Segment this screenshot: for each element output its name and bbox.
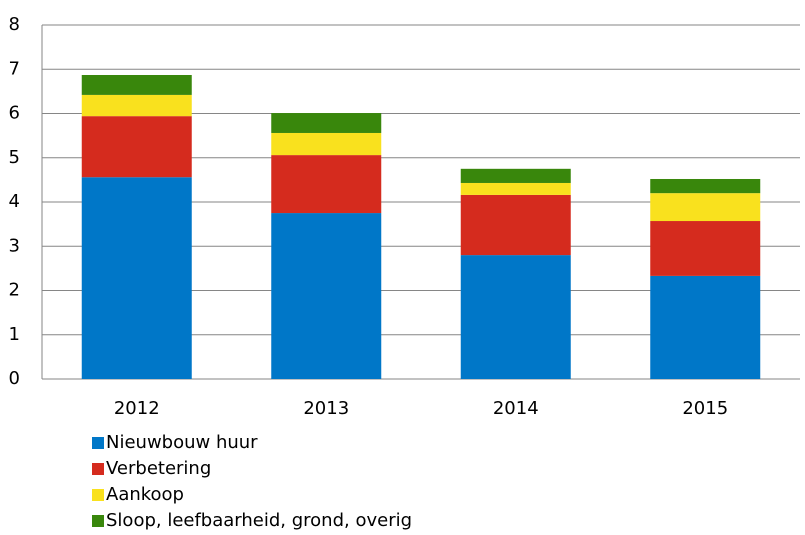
y-tick-label: 6 (9, 103, 20, 124)
x-tick-label: 2012 (114, 398, 160, 419)
bar-segment (650, 178, 761, 194)
y-tick-label: 8 (9, 14, 20, 35)
y-tick-label: 0 (9, 368, 20, 389)
legend-label: Aankoop (106, 484, 184, 505)
legend-swatch (92, 437, 104, 449)
legend-swatch (92, 489, 104, 501)
legend-label: Nieuwbouw huur (106, 432, 258, 453)
x-tick-label: 2015 (682, 398, 728, 419)
bar-segment (81, 94, 192, 117)
x-tick-label: 2014 (493, 398, 539, 419)
bar-segment (650, 193, 761, 222)
bar-segment (460, 255, 571, 379)
bar-segment (460, 182, 571, 195)
bar-segment (81, 177, 192, 379)
legend-label: Sloop, leefbaarheid, grond, overig (106, 510, 412, 531)
bar-segment (81, 116, 192, 178)
bar-segment (271, 155, 382, 214)
bar-segment (650, 275, 761, 379)
bar-segment (460, 194, 571, 256)
y-tick-label: 4 (9, 191, 20, 212)
bar-segment (650, 221, 761, 276)
bar-segment (271, 113, 382, 133)
legend-swatch (92, 515, 104, 527)
y-tick-label: 3 (9, 235, 20, 256)
x-tick-label: 2013 (303, 398, 349, 419)
legend-swatch (92, 463, 104, 475)
bar-segment (271, 213, 382, 379)
legend-label: Verbetering (106, 458, 211, 479)
bar-segment (81, 75, 192, 95)
y-tick-label: 2 (9, 280, 20, 301)
y-tick-label: 1 (9, 324, 20, 345)
bar-segment (460, 168, 571, 183)
bar-segment (271, 132, 382, 156)
y-tick-label: 5 (9, 147, 20, 168)
y-tick-label: 7 (9, 58, 20, 79)
